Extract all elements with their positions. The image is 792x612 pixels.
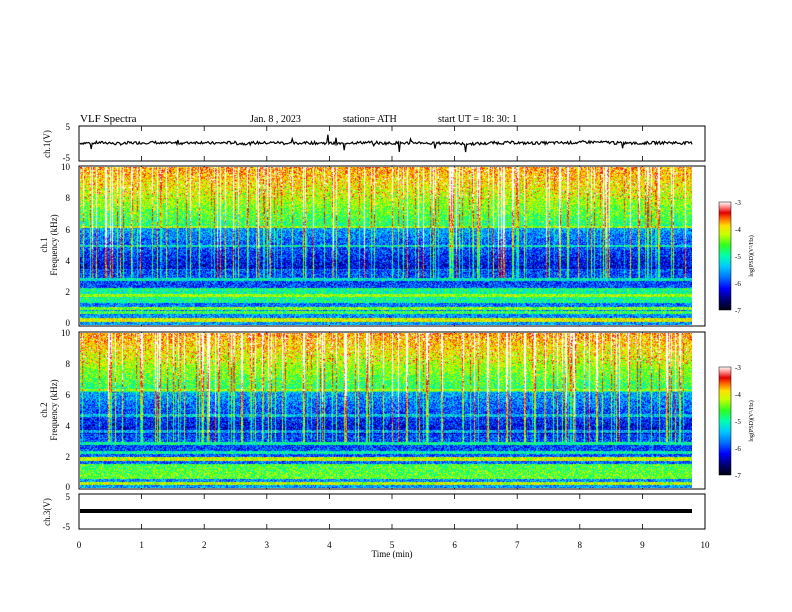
ch1-waveform-line <box>79 134 693 153</box>
cb1-tick-6: -6 <box>735 280 741 288</box>
ch3-ytick-top: 5 <box>66 492 71 502</box>
ch1-spec-ylabel-freq: Frequency (kHz) <box>49 214 59 275</box>
cb2-tick-6: -6 <box>735 445 741 453</box>
ch3-waveform-panel: 5 -5 ch.3(V) <box>42 492 706 532</box>
ch2-spec-ylabel-ch: ch.2 <box>39 402 49 417</box>
ch2-spec-ytick-6: 6 <box>66 390 71 400</box>
x-tick-label: 10 <box>701 540 711 550</box>
ch1-spec-ytick-0: 0 <box>66 318 71 328</box>
x-axis-label: Time (min) <box>372 549 413 559</box>
cb1-tick-3: -3 <box>735 199 741 207</box>
x-tick-label: 3 <box>265 540 270 550</box>
ch1-spec-ylabel-ch: ch.1 <box>39 237 49 252</box>
ch1-waveform-panel: 5 -5 ch.1(V) <box>42 122 706 163</box>
station-label: station= ATH <box>343 114 397 125</box>
cb2-tick-3: -3 <box>735 364 741 372</box>
ch1-spectrogram-heatmap <box>80 167 692 325</box>
colorbar-ch1: -3 -4 -5 -6 -7 log(PSD)(V²/Hz) <box>718 199 755 315</box>
date-label: Jan. 8 , 2023 <box>250 114 301 125</box>
cb2-label: log(PSD)(V²/Hz) <box>748 400 755 441</box>
x-tick-label: 2 <box>202 540 207 550</box>
cb1-tick-7: -7 <box>735 307 741 315</box>
ch1-spec-ytick-8: 8 <box>66 193 71 203</box>
ch2-spec-ylabel-freq: Frequency (kHz) <box>49 379 59 440</box>
x-tick-label: 0 <box>77 540 82 550</box>
ch1-spec-ytick-2: 2 <box>66 287 71 297</box>
cb1-tick-5: -5 <box>735 253 741 261</box>
x-tick-label: 5 <box>390 540 395 550</box>
cb1-label: log(PSD)(V²/Hz) <box>748 235 755 276</box>
ch1-spec-ytick-4: 4 <box>66 256 71 266</box>
cb2-tick-5: -5 <box>735 418 741 426</box>
ch1-ylabel: ch.1(V) <box>42 130 52 158</box>
ch1-ytick-bottom: -5 <box>63 153 71 163</box>
start-time-label: start UT = 18: 30: 1 <box>438 114 518 125</box>
cb2-tick-7: -7 <box>735 472 741 480</box>
ch3-ylabel: ch.3(V) <box>42 498 52 526</box>
x-tick-label: 7 <box>515 540 520 550</box>
x-tick-label: 6 <box>452 540 457 550</box>
ch2-spec-ytick-8: 8 <box>66 359 71 369</box>
x-tick-label: 1 <box>139 540 144 550</box>
x-tick-label: 9 <box>640 540 645 550</box>
ch2-spec-ytick-0: 0 <box>66 482 71 492</box>
ch2-spec-ytick-4: 4 <box>66 421 71 431</box>
ch1-spec-ytick-10: 10 <box>61 162 71 172</box>
x-tick-label: 4 <box>327 540 332 550</box>
colorbar-ch2: -3 -4 -5 -6 -7 log(PSD)(V²/Hz) <box>718 364 755 480</box>
ch1-ytick-top: 5 <box>66 122 71 132</box>
ch2-spec-ytick-2: 2 <box>66 452 71 462</box>
ch3-ytick-bottom: -5 <box>63 522 71 532</box>
ch2-spectrogram-heatmap <box>80 333 692 488</box>
cb1-tick-4: -4 <box>735 226 741 234</box>
ch1-spec-ytick-6: 6 <box>66 225 71 235</box>
ch2-spec-ytick-10: 10 <box>61 328 71 338</box>
cb2-tick-4: -4 <box>735 391 741 399</box>
page-title: VLF Spectra <box>80 113 137 125</box>
x-tick-label: 8 <box>578 540 583 550</box>
